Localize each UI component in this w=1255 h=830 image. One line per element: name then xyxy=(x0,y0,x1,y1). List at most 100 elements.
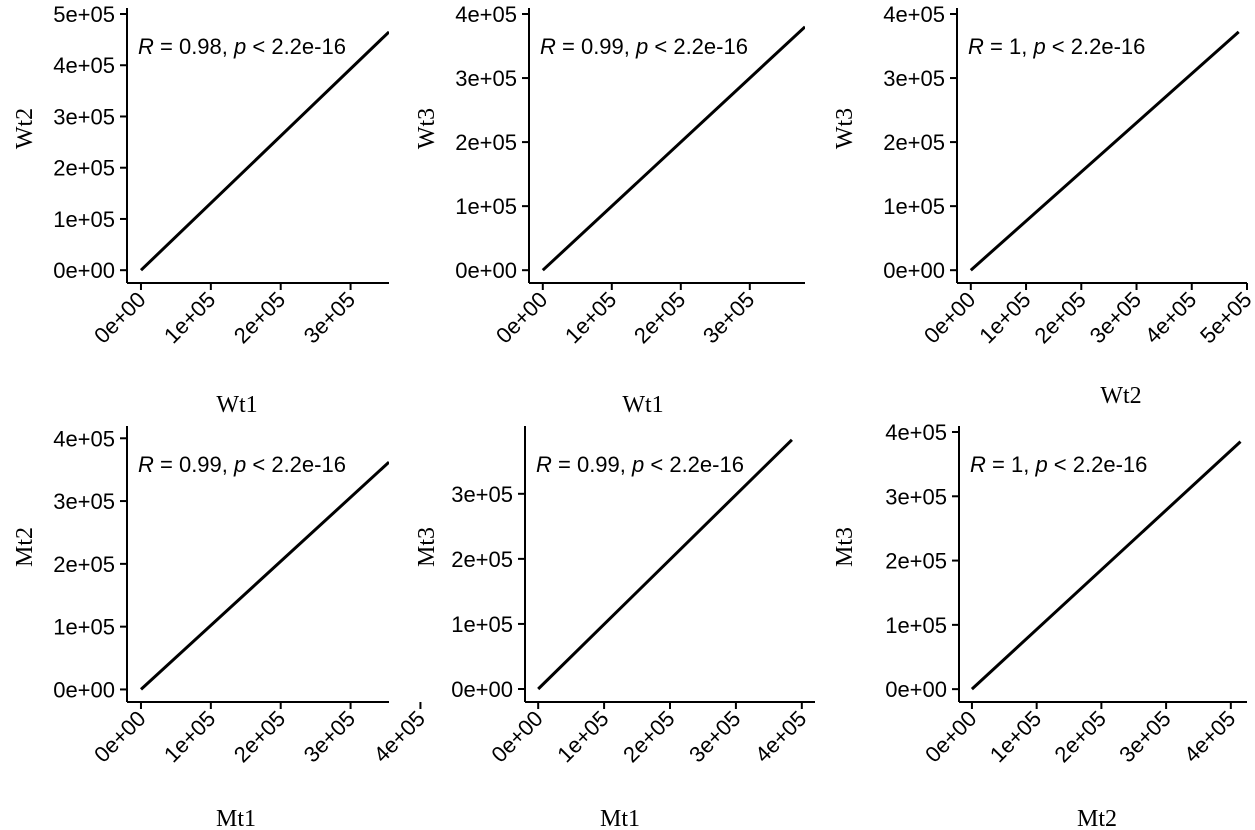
p-value: < 2.2e-16 xyxy=(246,452,346,477)
x-tick-label: 3e+05 xyxy=(1114,706,1175,767)
y-tick-label: 0e+00 xyxy=(53,258,115,283)
r-value: = 1, xyxy=(986,452,1036,477)
x-tick-label: 1e+05 xyxy=(985,706,1046,767)
r-value: = 0.99, xyxy=(154,452,234,477)
y-tick-label: 5e+05 xyxy=(53,2,115,27)
x-axis-title: Mt2 xyxy=(1077,806,1117,830)
p-value: < 2.2e-16 xyxy=(644,452,744,477)
y-tick-label: 0e+00 xyxy=(883,258,945,283)
x-tick-label: 4e+05 xyxy=(750,706,811,767)
x-tick-label: 2e+05 xyxy=(1029,287,1090,348)
y-tick-label: 0e+00 xyxy=(455,258,517,283)
y-tick-label: 1e+05 xyxy=(53,615,115,640)
y-tick-label: 1e+05 xyxy=(451,612,513,637)
y-tick-label: 2e+05 xyxy=(53,156,115,181)
y-tick-label: 1e+05 xyxy=(455,194,517,219)
x-tick-label: 1e+05 xyxy=(974,287,1035,348)
y-tick-label: 3e+05 xyxy=(885,484,947,509)
y-tick-label: 3e+05 xyxy=(53,104,115,129)
r-value: = 0.98, xyxy=(154,34,234,59)
r-value: = 0.99, xyxy=(556,34,636,59)
x-tick-label: 0e+00 xyxy=(486,706,547,767)
x-tick-label: 0e+00 xyxy=(89,706,150,767)
r-symbol: R xyxy=(536,452,552,477)
x-tick-label: 3e+05 xyxy=(1085,287,1146,348)
r-symbol: R xyxy=(540,34,556,59)
r-symbol: R xyxy=(970,452,986,477)
x-tick-label: 2e+05 xyxy=(618,706,679,767)
panel-wt3-vs-wt2: 0e+001e+052e+053e+054e+050e+001e+052e+05… xyxy=(832,2,1255,409)
p-value: < 2.2e-16 xyxy=(246,34,346,59)
correlation-line xyxy=(970,440,1242,691)
x-tick-label: 3e+05 xyxy=(299,287,360,348)
y-tick-label: 4e+05 xyxy=(455,2,517,27)
y-tick-label: 4e+05 xyxy=(883,2,945,27)
y-tick-label: 4e+05 xyxy=(53,426,115,451)
x-tick-label: 0e+00 xyxy=(89,287,150,348)
p-value: < 2.2e-16 xyxy=(1046,34,1146,59)
correlation-line xyxy=(537,438,793,691)
x-tick-label: 2e+05 xyxy=(629,287,690,348)
r-symbol: R xyxy=(138,34,154,59)
x-tick-label: 5e+05 xyxy=(1195,287,1255,348)
x-tick-label: 2e+05 xyxy=(229,706,290,767)
p-symbol: p xyxy=(1032,34,1045,59)
y-tick-label: 2e+05 xyxy=(451,547,513,572)
r-symbol: R xyxy=(138,452,154,477)
p-symbol: p xyxy=(635,34,648,59)
p-symbol: p xyxy=(631,452,644,477)
correlation-annotation: R = 1, p < 2.2e-16 xyxy=(968,34,1145,59)
x-axis-title: Mt1 xyxy=(600,806,640,830)
correlation-line xyxy=(139,30,389,272)
x-tick-label: 3e+05 xyxy=(698,287,759,348)
x-tick-label: 1e+05 xyxy=(552,706,613,767)
y-tick-label: 3e+05 xyxy=(455,66,517,91)
r-value: = 0.99, xyxy=(552,452,632,477)
y-tick-label: 1e+05 xyxy=(883,194,945,219)
y-tick-label: 4e+05 xyxy=(53,53,115,78)
x-tick-label: 3e+05 xyxy=(684,706,745,767)
y-axis-title: Mt2 xyxy=(12,527,38,567)
y-tick-label: 0e+00 xyxy=(451,677,513,702)
r-value: = 1, xyxy=(984,34,1034,59)
correlation-annotation: R = 0.98, p < 2.2e-16 xyxy=(138,34,346,59)
p-symbol: p xyxy=(233,34,246,59)
p-value: < 2.2e-16 xyxy=(1048,452,1148,477)
p-symbol: p xyxy=(1034,452,1047,477)
p-value: < 2.2e-16 xyxy=(648,34,748,59)
y-tick-label: 4e+05 xyxy=(885,420,947,445)
y-tick-label: 3e+05 xyxy=(53,489,115,514)
x-tick-label: 0e+00 xyxy=(920,706,981,767)
y-tick-label: 3e+05 xyxy=(451,482,513,507)
y-tick-label: 2e+05 xyxy=(455,130,517,155)
y-tick-label: 3e+05 xyxy=(883,66,945,91)
x-axis-title: Wt1 xyxy=(622,392,663,418)
correlation-line xyxy=(139,460,389,691)
y-axis-title: Mt3 xyxy=(414,527,440,567)
y-axis-title: Wt3 xyxy=(414,108,440,149)
x-tick-label: 2e+05 xyxy=(229,287,290,348)
correlation-annotation: R = 1, p < 2.2e-16 xyxy=(970,452,1147,477)
correlation-line xyxy=(969,30,1240,272)
x-tick-label: 4e+05 xyxy=(369,706,430,767)
y-tick-label: 0e+00 xyxy=(53,677,115,702)
x-axis-title: Mt1 xyxy=(216,806,256,830)
y-axis-title: Wt2 xyxy=(12,108,38,149)
correlation-annotation: R = 0.99, p < 2.2e-16 xyxy=(536,452,744,477)
y-axis-title: Wt3 xyxy=(832,108,858,149)
y-tick-label: 0e+00 xyxy=(885,677,947,702)
r-symbol: R xyxy=(968,34,984,59)
x-tick-label: 4e+05 xyxy=(1179,706,1240,767)
y-tick-label: 2e+05 xyxy=(885,549,947,574)
x-tick-label: 0e+00 xyxy=(491,287,552,348)
x-tick-label: 1e+05 xyxy=(159,287,220,348)
correlation-annotation: R = 0.99, p < 2.2e-16 xyxy=(138,452,346,477)
y-tick-label: 1e+05 xyxy=(53,207,115,232)
x-axis-title: Wt2 xyxy=(1100,383,1141,409)
